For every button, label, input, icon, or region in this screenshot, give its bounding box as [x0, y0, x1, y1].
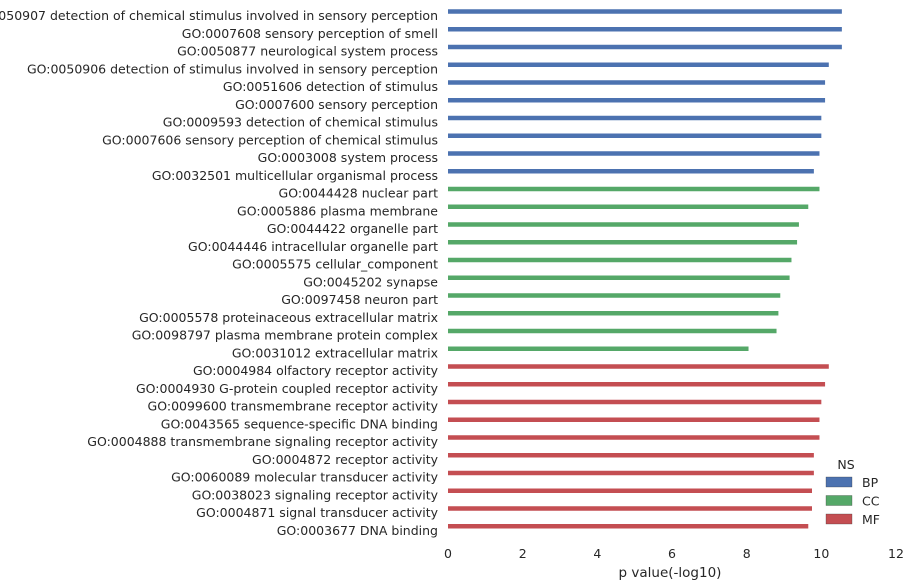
category-label: GO:0003008 system process [258, 150, 438, 165]
category-label: GO:0005578 proteinaceous extracellular m… [139, 310, 438, 325]
category-label: GO:0044422 organelle part [267, 221, 438, 236]
bar-bp [448, 169, 814, 174]
bar-mf [448, 524, 809, 529]
bars-layer [448, 9, 842, 529]
category-label: GO:0044446 intracellular organelle part [188, 239, 438, 254]
category-label: GO:0097458 neuron part [281, 292, 438, 307]
bar-cc [448, 186, 820, 192]
bar-cc [448, 240, 798, 245]
category-label: GO:0098797 plasma membrane protein compl… [132, 328, 438, 343]
x-axis-label: p value(-log10) [619, 565, 722, 581]
category-label: GO:0005886 plasma membrane [237, 203, 438, 218]
category-label: GO:0004888 transmembrane signaling recep… [87, 434, 438, 449]
bar-mf [448, 453, 814, 458]
legend-label-cc: CC [862, 494, 880, 509]
bar-cc [448, 222, 799, 227]
legend-swatch-mf [825, 513, 853, 525]
category-label: GO:0007600 sensory perception [235, 97, 438, 112]
category-label: GO:0051606 detection of stimulus [223, 79, 438, 94]
bar-cc [448, 204, 809, 209]
bar-mf [448, 364, 829, 369]
bar-bp [448, 80, 826, 85]
bar-mf [448, 435, 820, 440]
bar-bp [448, 44, 842, 50]
bar-mf [448, 382, 826, 387]
category-label: GO:0007608 sensory perception of smell [182, 26, 438, 41]
x-tick-label: 6 [668, 546, 676, 561]
x-tick-label: 0 [444, 546, 452, 561]
bar-bp [448, 27, 842, 32]
category-label: GO:0044428 nuclear part [279, 186, 439, 201]
category-label: GO:0043565 sequence-specific DNA binding [161, 416, 438, 431]
category-label: GO:0005575 cellular_component [232, 257, 438, 272]
bar-cc [448, 328, 777, 334]
category-label: GO:0038023 signaling receptor activity [192, 487, 439, 502]
bar-bp [448, 62, 829, 67]
bar-bp [448, 115, 822, 121]
category-label: GO:0050907 detection of chemical stimulu… [0, 8, 438, 23]
category-label: GO:0003677 DNA binding [277, 523, 438, 538]
bar-mf [448, 506, 812, 511]
bar-bp [448, 151, 820, 156]
x-tick-label: 8 [743, 546, 751, 561]
category-label: GO:0004871 signal transducer activity [196, 505, 438, 520]
category-label: GO:0032501 multicellular organismal proc… [152, 168, 438, 183]
legend: NS BP CC MF [825, 457, 880, 527]
category-label: GO:0060089 molecular transducer activity [171, 470, 439, 485]
category-label: GO:0031012 extracellular matrix [232, 345, 438, 360]
legend-swatch-bp [825, 476, 853, 488]
legend-swatch-cc [825, 495, 853, 506]
bar-cc [448, 346, 749, 351]
bar-cc [448, 293, 781, 298]
category-label: GO:0009593 detection of chemical stimulu… [163, 115, 438, 130]
x-tick-label: 10 [813, 546, 829, 561]
x-tick-label: 4 [593, 546, 601, 561]
bar-cc [448, 275, 790, 280]
bar-bp [448, 98, 826, 103]
category-label: GO:0004984 olfactory receptor activity [193, 363, 439, 378]
category-label: GO:0099600 transmembrane receptor activi… [148, 399, 439, 414]
bar-mf [448, 399, 822, 405]
bar-mf [448, 417, 820, 422]
category-label: GO:0007606 sensory perception of chemica… [102, 132, 438, 147]
bar-mf [448, 488, 812, 493]
bar-cc [448, 257, 792, 263]
x-tick-label: 12 [888, 546, 904, 561]
legend-label-mf: MF [862, 512, 880, 527]
x-tick-label: 2 [519, 546, 527, 561]
category-label: GO:0050877 neurological system process [177, 44, 438, 59]
bar-bp [448, 9, 842, 14]
category-label: GO:0004872 receptor activity [252, 452, 439, 467]
bar-cc [448, 311, 779, 316]
x-axis-ticks: 0 2 4 6 8 10 12 [444, 546, 904, 561]
category-label: GO:0004930 G-protein coupled receptor ac… [136, 381, 439, 396]
legend-title: NS [837, 457, 854, 472]
bar-mf [448, 470, 814, 476]
category-label: GO:0050906 detection of stimulus involve… [27, 61, 438, 76]
legend-label-bp: BP [862, 475, 879, 490]
category-labels-layer: GO:0050907 detection of chemical stimulu… [0, 8, 439, 538]
category-label: GO:0045202 synapse [303, 274, 438, 289]
bar-bp [448, 133, 822, 138]
